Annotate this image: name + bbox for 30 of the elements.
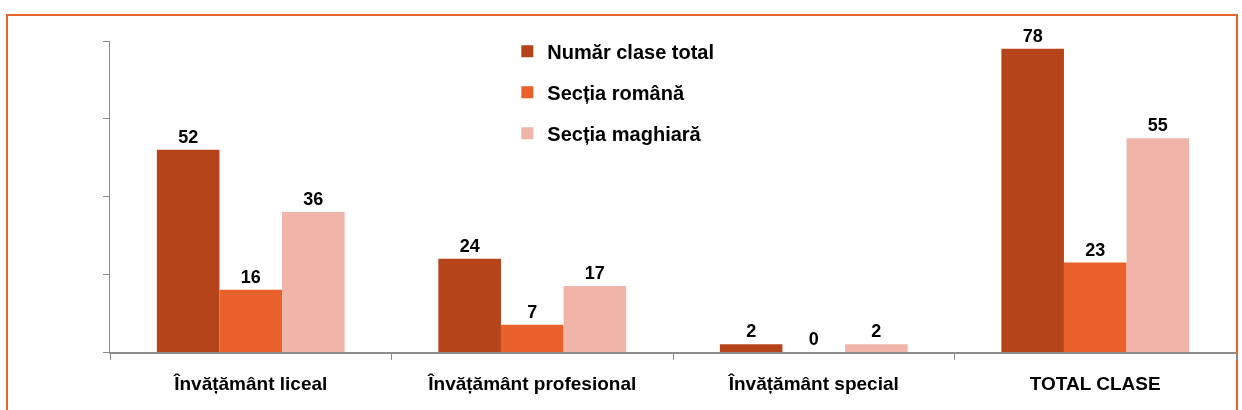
data-label: 36 [303, 189, 324, 210]
bar [219, 289, 283, 352]
bar [282, 212, 345, 352]
bar [845, 344, 908, 352]
bar [1126, 138, 1190, 352]
bar [563, 285, 627, 352]
data-label: 23 [1085, 239, 1106, 260]
data-label: 2 [746, 321, 757, 342]
legend-label: Secția română [547, 81, 685, 104]
bar [438, 258, 501, 352]
data-label: 16 [240, 266, 261, 287]
legend-label: Secția maghiară [547, 122, 702, 145]
bar [500, 324, 564, 352]
bar [719, 344, 783, 352]
x-tick-label: TOTAL CLASE [1029, 373, 1161, 395]
bar [156, 149, 220, 352]
x-tick-label: Învățământ profesional [427, 373, 637, 395]
data-label: 52 [178, 126, 199, 147]
legend-label: Număr clase total [547, 40, 715, 63]
bar [1063, 262, 1127, 352]
x-tick-label: Învățământ liceal [173, 373, 328, 395]
data-label: 55 [1147, 115, 1168, 136]
data-label: 7 [527, 301, 538, 322]
data-label: 2 [871, 321, 882, 342]
x-tick-label: Învățământ special [727, 373, 899, 395]
data-label: 0 [808, 329, 819, 349]
data-label: 24 [459, 235, 480, 256]
data-label: 17 [584, 262, 605, 283]
bar [1001, 48, 1064, 352]
data-label: 78 [1022, 25, 1043, 46]
